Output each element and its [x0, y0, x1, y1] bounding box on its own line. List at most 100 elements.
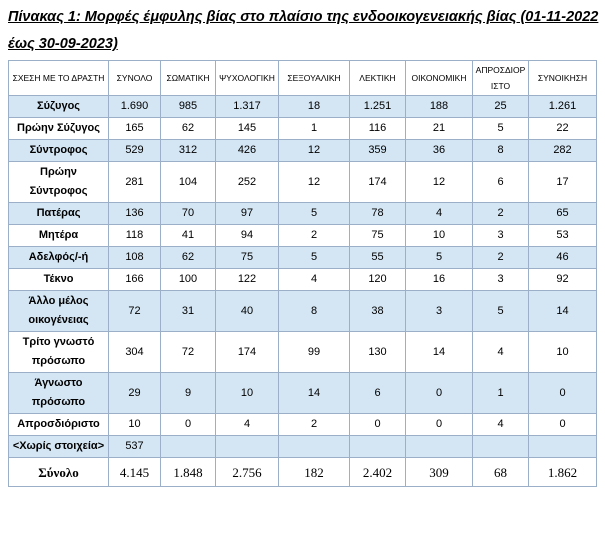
table-row: Απροσδιόριστο 10 0 4 2 0 0 4 0 — [8, 413, 597, 436]
cell: 4.145 — [108, 457, 161, 487]
cell: 22 — [528, 117, 597, 140]
cell: 12 — [405, 161, 473, 203]
cell: 8 — [472, 139, 529, 162]
cell: 1.317 — [215, 95, 279, 118]
cell: 9 — [160, 372, 216, 414]
cell: 166 — [108, 268, 161, 291]
cell: 94 — [215, 224, 279, 247]
cell: 252 — [215, 161, 279, 203]
row-label: Σύνολο — [8, 457, 109, 487]
cell: 4 — [405, 202, 473, 225]
cell: 75 — [215, 246, 279, 269]
column-header: ΣΥΝΟΛΟ — [108, 60, 161, 96]
cell: 16 — [405, 268, 473, 291]
cell: 122 — [215, 268, 279, 291]
row-label: Σύζυγος — [8, 95, 109, 118]
cell: 174 — [215, 331, 279, 373]
table-row: Μητέρα 118 41 94 2 75 10 3 53 — [8, 224, 597, 247]
cell: 62 — [160, 117, 216, 140]
cell: 14 — [528, 290, 597, 332]
cell: 29 — [108, 372, 161, 414]
cell: 21 — [405, 117, 473, 140]
cell: 65 — [528, 202, 597, 225]
cell: 5 — [278, 246, 350, 269]
cell: 3 — [405, 290, 473, 332]
column-header: ΛΕΚΤΙΚΗ — [349, 60, 406, 96]
row-label: Άλλο μέλος οικογένειας — [8, 290, 109, 332]
table-row: Άγνωστο πρόσωπο 29 9 10 14 6 0 1 0 — [8, 372, 597, 414]
cell: 2.402 — [349, 457, 406, 487]
cell: 118 — [108, 224, 161, 247]
cell: 1.848 — [160, 457, 216, 487]
cell: 116 — [349, 117, 406, 140]
cell: 5 — [472, 117, 529, 140]
cell: 97 — [215, 202, 279, 225]
cell: 2 — [278, 224, 350, 247]
cell: 31 — [160, 290, 216, 332]
cell: 10 — [528, 331, 597, 373]
cell: 78 — [349, 202, 406, 225]
cell: 62 — [160, 246, 216, 269]
table-row: Πρώην Σύντροφος 281 104 252 12 174 12 6 17 — [8, 161, 597, 203]
title: Πίνακας 1: Μορφές έμφυλης βίας στο πλαίσ… — [8, 9, 599, 52]
row-label: Πρώην Σύζυγος — [8, 117, 109, 140]
table-row: Σύζυγος 1.690 985 1.317 18 1.251 188 25 1.261 — [8, 95, 597, 118]
cell: 3 — [472, 268, 529, 291]
cell: 40 — [215, 290, 279, 332]
cell: 5 — [405, 246, 473, 269]
cell: 182 — [278, 457, 350, 487]
cell: 68 — [472, 457, 529, 487]
cell: 1.862 — [528, 457, 597, 487]
cell: 12 — [278, 139, 350, 162]
table-row: Τρίτο γνωστό πρόσωπο 304 72 174 99 130 14 4 10 — [8, 331, 597, 373]
cell: 2 — [472, 246, 529, 269]
cell: 174 — [349, 161, 406, 203]
cell: 1.261 — [528, 95, 597, 118]
cell: 529 — [108, 139, 161, 162]
header-row: ΣΧΕΣΗ ΜΕ ΤΟ ΔΡΑΣΤΗ ΣΥΝΟΛΟ ΣΩΜΑΤΙΚΗ ΨΥΧΟΛΟΓΙ… — [8, 60, 597, 96]
table-row: Πρώην Σύζυγος 165 62 145 1 116 21 5 22 — [8, 117, 597, 140]
cell: 1.690 — [108, 95, 161, 118]
cell: 5 — [472, 290, 529, 332]
cell: 10 — [108, 413, 161, 436]
row-label: Άγνωστο πρόσωπο — [8, 372, 109, 414]
cell: 6 — [472, 161, 529, 203]
empty-cell — [215, 435, 279, 458]
table-row: Αδελφός/-ή 108 62 75 5 55 5 2 46 — [8, 246, 597, 269]
row-label: Αδελφός/-ή — [8, 246, 109, 269]
row-label: Πρώην Σύντροφος — [8, 161, 109, 203]
cell: 100 — [160, 268, 216, 291]
cell: 359 — [349, 139, 406, 162]
cell: 4 — [472, 331, 529, 373]
cell: 104 — [160, 161, 216, 203]
empty-cell — [349, 435, 406, 458]
cell: 188 — [405, 95, 473, 118]
row-label: <Χωρίς στοιχεία> — [8, 435, 109, 458]
cell: 282 — [528, 139, 597, 162]
cell: 1.251 — [349, 95, 406, 118]
cell: 0 — [528, 372, 597, 414]
column-header: ΟΙΚΟΝΟΜΙΚΗ — [405, 60, 473, 96]
cell: 14 — [405, 331, 473, 373]
cell: 312 — [160, 139, 216, 162]
row-label: Μητέρα — [8, 224, 109, 247]
cell: 281 — [108, 161, 161, 203]
empty-cell — [472, 435, 529, 458]
cell: 120 — [349, 268, 406, 291]
cell: 46 — [528, 246, 597, 269]
cell: 4 — [278, 268, 350, 291]
cell: 4 — [215, 413, 279, 436]
cell: 10 — [405, 224, 473, 247]
cell: 985 — [160, 95, 216, 118]
cell: 2.756 — [215, 457, 279, 487]
cell: 145 — [215, 117, 279, 140]
cell: 55 — [349, 246, 406, 269]
cell: 18 — [278, 95, 350, 118]
row-label: Απροσδιόριστο — [8, 413, 109, 436]
column-header: ΨΥΧΟΛΟΓΙΚΗ — [215, 60, 279, 96]
cell: 130 — [349, 331, 406, 373]
cell: 53 — [528, 224, 597, 247]
cell: 75 — [349, 224, 406, 247]
cell: 41 — [160, 224, 216, 247]
